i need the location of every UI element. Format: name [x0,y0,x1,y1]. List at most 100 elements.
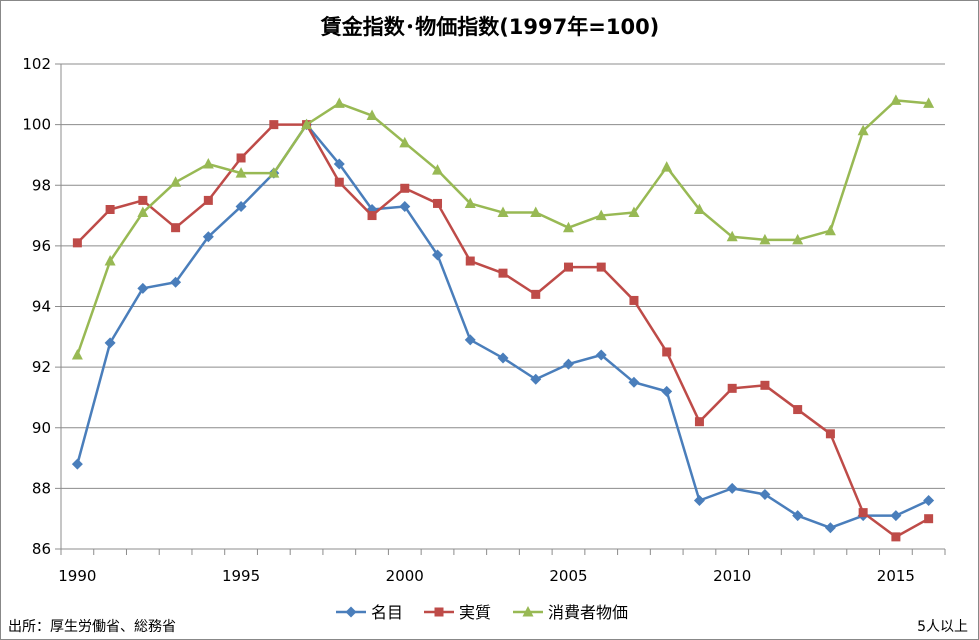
legend-label: 消費者物価 [548,603,628,622]
y-tick-label: 94 [32,298,51,316]
data-point [104,337,116,349]
legend-item-2: 消費者物価 [513,603,628,622]
x-axis-ticks: 1990 1995 2000 2005 2010 2015 [58,567,915,585]
data-point [595,349,607,361]
x-tick-label: 2015 [877,567,915,585]
data-point [334,177,344,187]
data-point [464,334,476,346]
x-tick-label: 2000 [386,567,424,585]
data-point [399,136,411,148]
data-point [628,206,640,218]
data-point [497,206,509,218]
data-point [661,385,673,397]
x-tick-label: 1990 [58,567,96,585]
data-point [629,295,639,305]
data-point [924,514,934,524]
y-tick-label: 102 [22,55,51,73]
data-point [269,120,279,130]
data-point [661,161,673,172]
legend-marker [345,606,357,618]
data-point [891,532,901,542]
scope-note: 5人以上 [917,619,968,635]
x-tick-label: 1995 [222,567,260,585]
series-1 [72,120,934,542]
legend: 名目 実質 消費者物価 [336,603,628,622]
data-point [71,458,83,470]
x-tick-label: 2010 [713,567,751,585]
data-point [760,380,770,390]
legend-item-1: 実質 [424,603,491,622]
data-point [497,352,509,364]
data-point [202,231,214,243]
data-point [824,522,836,534]
y-tick-label: 86 [32,540,51,558]
data-point [596,262,606,272]
data-point [433,198,443,208]
x-tick-label: 2005 [549,567,587,585]
legend-marker [434,607,444,617]
y-tick-label: 90 [32,419,51,437]
data-point [857,124,869,136]
legend-label: 名目 [371,603,403,622]
data-point [595,209,607,221]
y-axis-ticks: 86 88 90 92 94 96 98 100 102 [22,55,51,558]
data-point [235,167,247,178]
data-point [333,158,345,170]
data-point [400,183,410,193]
data-point [464,197,476,208]
legend-label: 実質 [459,603,491,622]
data-point [530,373,542,385]
data-point [727,383,737,393]
data-point [726,482,738,494]
data-point [465,256,475,266]
data-point [367,211,377,221]
data-point [824,224,836,236]
data-point [693,203,705,214]
data-point [333,97,345,108]
data-point [562,221,574,233]
data-point [792,233,804,245]
data-point [203,195,213,205]
axes [55,63,946,555]
data-point [171,223,181,233]
data-point [563,262,573,272]
series-group [71,94,935,542]
data-point [170,276,182,288]
data-point [694,417,704,427]
data-point [236,153,246,163]
data-point [531,289,541,299]
data-point [104,255,116,266]
data-point [793,405,803,415]
data-point [432,249,444,261]
data-point [71,349,83,360]
data-point [137,282,149,294]
data-point [923,97,935,108]
data-point [825,429,835,439]
data-point [138,195,148,205]
data-point [726,230,738,242]
data-point [105,205,115,214]
data-point [530,206,542,218]
data-point [858,508,868,518]
data-point [202,158,214,169]
data-point [268,167,280,178]
data-point [498,268,508,278]
series-2 [71,94,935,360]
legend-marker [522,606,534,617]
data-point [628,376,640,388]
data-point [366,109,378,121]
data-point [562,358,574,370]
data-point [890,94,902,105]
data-point [399,200,411,212]
data-point [72,238,82,248]
chart-title: 賃金指数･物価指数(1997年=100) [320,15,660,39]
legend-item-0: 名目 [336,603,403,622]
data-point [170,176,182,187]
data-point [662,347,672,357]
gridlines [61,63,945,489]
data-point [890,510,902,522]
data-point [759,488,771,500]
data-point [432,164,444,175]
